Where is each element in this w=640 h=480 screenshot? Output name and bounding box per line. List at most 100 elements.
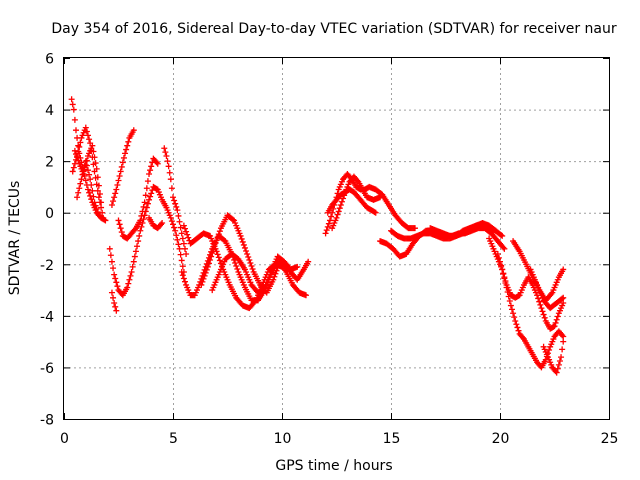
- data-point: [154, 160, 161, 167]
- data-point: [214, 251, 221, 258]
- data-point: [76, 185, 83, 192]
- data-point: [148, 190, 155, 197]
- data-point: [234, 266, 241, 273]
- data-point: [494, 250, 501, 257]
- data-point: [94, 187, 101, 194]
- data-point: [78, 176, 85, 183]
- data-point: [111, 299, 118, 306]
- data-point: [113, 307, 120, 314]
- data-point: [178, 257, 185, 264]
- data-point: [146, 196, 153, 203]
- data-point: [238, 235, 245, 242]
- series-track-17: [329, 173, 384, 232]
- data-point: [144, 178, 151, 185]
- data-point: [153, 159, 160, 166]
- data-point: [560, 266, 567, 273]
- data-point: [324, 223, 331, 230]
- data-point: [164, 158, 171, 165]
- data-point: [539, 308, 546, 315]
- data-point: [554, 313, 561, 320]
- data-point: [75, 142, 82, 149]
- x-tick-label: 25: [601, 431, 619, 447]
- data-point: [183, 250, 190, 257]
- series-track-8: [115, 155, 161, 242]
- data-point: [140, 216, 147, 223]
- data-point: [126, 276, 133, 283]
- data-point: [178, 269, 185, 276]
- data-point: [111, 271, 118, 278]
- data-point: [98, 199, 105, 206]
- data-point: [69, 101, 76, 108]
- y-tick-label: 0: [45, 206, 54, 222]
- data-point: [72, 127, 79, 134]
- data-point: [178, 230, 185, 237]
- data-point: [92, 160, 99, 167]
- data-point: [159, 220, 166, 227]
- data-point: [122, 150, 129, 157]
- x-tick-label: 0: [60, 431, 69, 447]
- data-point: [501, 245, 508, 252]
- data-point: [168, 218, 175, 225]
- data-point: [502, 279, 509, 286]
- data-point: [112, 303, 119, 310]
- data-point: [90, 193, 97, 200]
- data-point: [497, 258, 503, 265]
- data-point: [243, 247, 250, 254]
- series-track-9: [146, 214, 166, 232]
- data-point: [98, 204, 105, 211]
- data-point: [112, 275, 119, 282]
- data-point: [179, 272, 186, 279]
- data-point: [110, 265, 117, 272]
- data-point: [79, 171, 86, 178]
- data-point: [180, 240, 187, 247]
- data-point: [211, 243, 218, 250]
- data-point: [294, 263, 301, 270]
- data-point: [117, 225, 124, 232]
- data-point: [171, 197, 178, 204]
- y-tick-label: -6: [40, 361, 54, 377]
- data-point: [181, 245, 188, 252]
- data-point: [68, 96, 75, 103]
- data-point: [96, 191, 103, 198]
- data-point: [93, 205, 100, 212]
- data-point: [207, 256, 214, 263]
- data-point: [77, 139, 84, 146]
- data-point: [559, 346, 566, 353]
- data-point: [108, 258, 115, 265]
- data-point: [168, 185, 175, 192]
- data-point: [90, 148, 97, 155]
- x-tick-label: 15: [383, 431, 401, 447]
- data-point: [82, 177, 89, 184]
- data-point: [495, 254, 502, 261]
- data-point: [172, 227, 179, 234]
- data-point: [233, 263, 240, 270]
- data-point: [183, 228, 190, 235]
- data-point: [162, 149, 169, 156]
- data-point: [100, 214, 107, 221]
- data-point: [245, 253, 252, 260]
- data-point: [167, 214, 174, 221]
- data-point: [171, 224, 178, 231]
- data-point: [185, 234, 192, 241]
- data-point: [143, 185, 150, 192]
- data-point: [270, 276, 277, 283]
- data-point: [213, 237, 220, 244]
- data-point: [141, 199, 148, 206]
- data-point: [508, 306, 515, 313]
- series-track-21: [486, 235, 567, 332]
- data-point: [170, 194, 176, 201]
- data-point: [184, 231, 191, 238]
- data-point: [209, 250, 216, 257]
- data-point: [559, 295, 566, 302]
- data-point: [175, 212, 182, 219]
- data-point: [118, 229, 125, 236]
- data-point: [86, 136, 93, 143]
- data-point: [247, 259, 254, 266]
- data-point: [132, 248, 139, 255]
- data-point: [503, 284, 510, 291]
- data-point: [241, 244, 248, 251]
- data-point: [335, 208, 342, 215]
- data-point: [125, 138, 132, 145]
- data-point: [115, 177, 122, 184]
